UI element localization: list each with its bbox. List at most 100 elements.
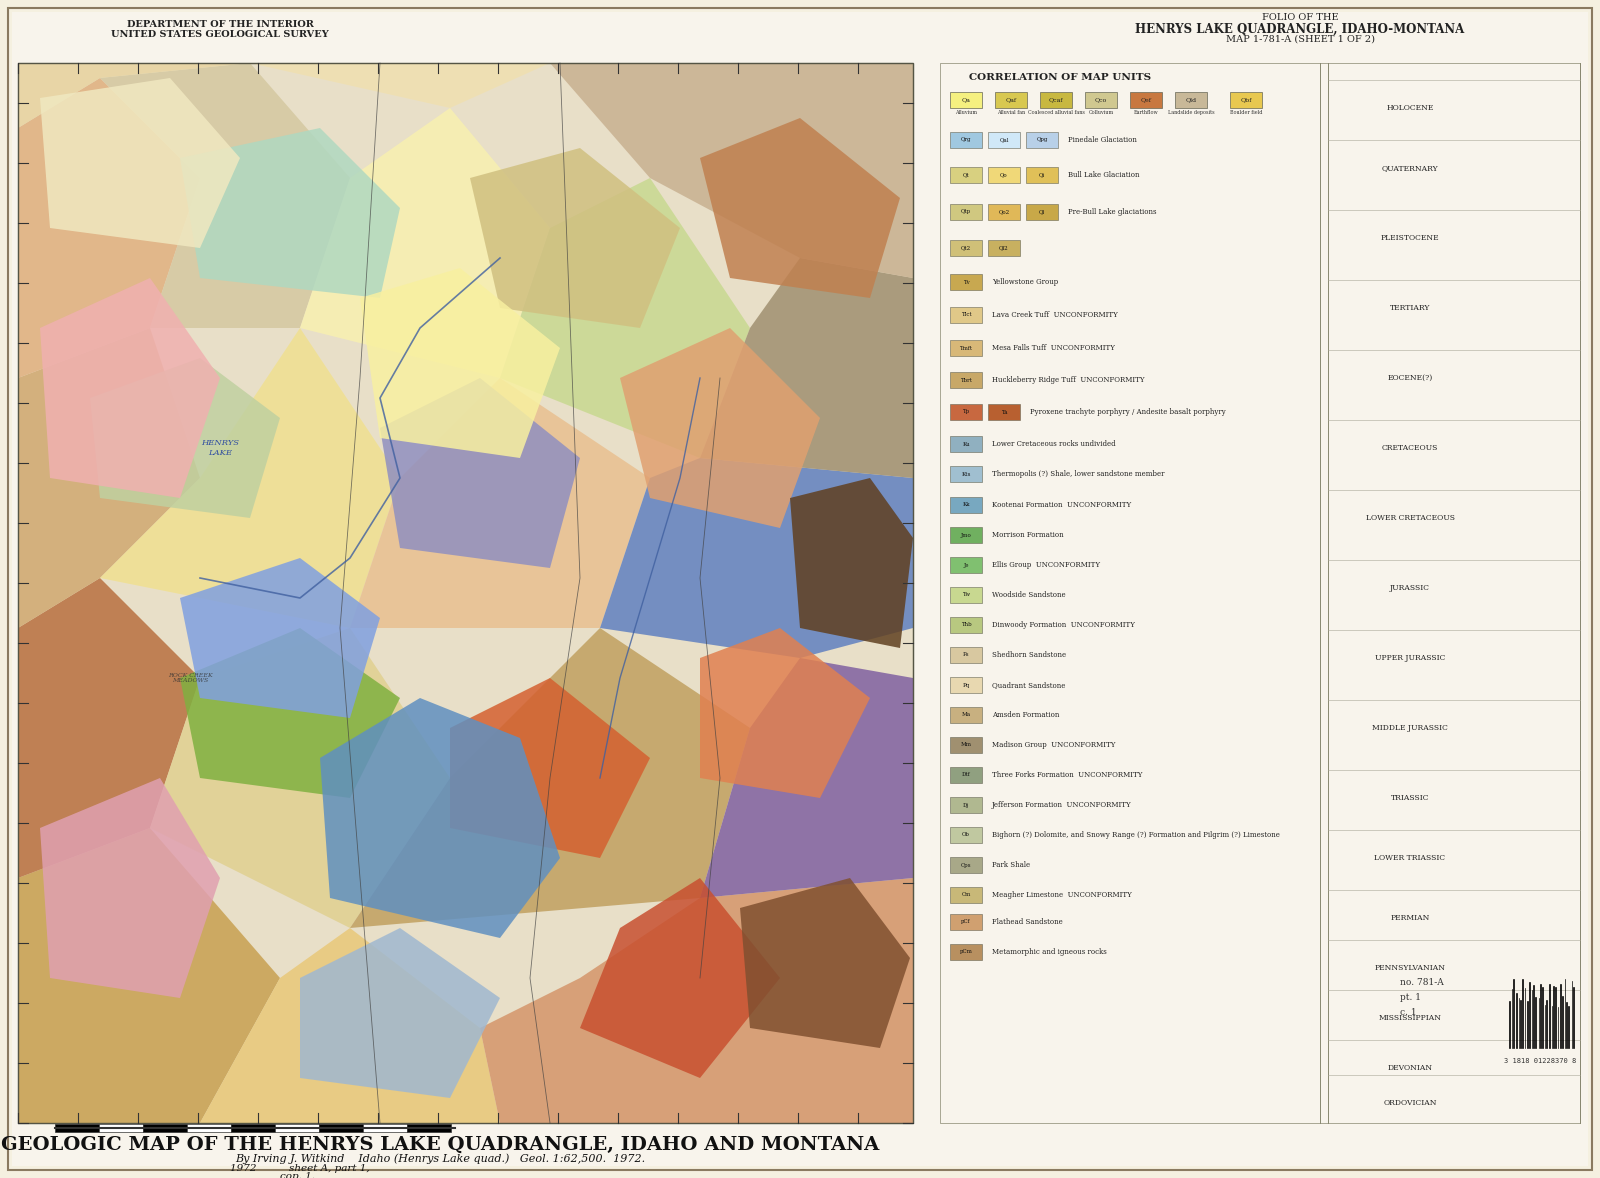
Bar — [995, 92, 1027, 108]
Text: CRETACEOUS: CRETACEOUS — [1382, 444, 1438, 452]
Bar — [275, 1124, 318, 1132]
Text: Three Forks Formation  UNCONFORMITY: Three Forks Formation UNCONFORMITY — [992, 770, 1142, 779]
Text: EOCENE(?): EOCENE(?) — [1387, 373, 1432, 382]
Polygon shape — [701, 659, 914, 898]
Polygon shape — [90, 358, 280, 518]
Text: Qld: Qld — [1186, 98, 1197, 102]
Polygon shape — [450, 679, 650, 858]
Text: Dtf: Dtf — [962, 773, 970, 777]
Polygon shape — [179, 628, 400, 798]
Polygon shape — [301, 928, 499, 1098]
Text: By Irving J. Witkind    Idaho (Henrys Lake quad.)   Geol. 1:62,500.  1972.: By Irving J. Witkind Idaho (Henrys Lake … — [235, 1153, 645, 1164]
Text: Qef: Qef — [1141, 98, 1152, 102]
Bar — [950, 307, 982, 323]
Text: Quadrant Sandstone: Quadrant Sandstone — [992, 681, 1066, 689]
Text: MIDDLE JURASSIC: MIDDLE JURASSIC — [1373, 724, 1448, 732]
Bar — [1174, 92, 1206, 108]
Bar — [989, 240, 1021, 256]
Text: Qt2: Qt2 — [962, 245, 971, 251]
Text: Colluvium: Colluvium — [1088, 110, 1114, 115]
Polygon shape — [18, 327, 200, 628]
Text: QUATERNARY: QUATERNARY — [1382, 164, 1438, 172]
Text: Tmft: Tmft — [960, 345, 973, 351]
Text: TRIASSIC: TRIASSIC — [1390, 794, 1429, 802]
Text: c. 1: c. 1 — [1400, 1008, 1416, 1017]
Text: Dj: Dj — [963, 802, 970, 807]
Text: Amsden Formation: Amsden Formation — [992, 712, 1059, 719]
Polygon shape — [470, 148, 680, 327]
Bar — [950, 737, 982, 753]
Bar — [1085, 92, 1117, 108]
Bar — [950, 132, 982, 148]
Bar — [1026, 167, 1058, 183]
Text: Alluvial fan: Alluvial fan — [997, 110, 1026, 115]
Text: Qrg: Qrg — [960, 138, 971, 143]
Bar — [950, 436, 982, 452]
Polygon shape — [600, 458, 914, 659]
Text: Jmo: Jmo — [960, 532, 971, 537]
Text: Qo2: Qo2 — [998, 210, 1010, 214]
Bar — [950, 914, 982, 929]
Text: LOWER TRIASSIC: LOWER TRIASSIC — [1374, 854, 1445, 862]
Text: Pre-Bull Lake glaciations: Pre-Bull Lake glaciations — [1069, 209, 1157, 216]
Text: Lava Creek Tuff  UNCONFORMITY: Lava Creek Tuff UNCONFORMITY — [992, 311, 1118, 319]
Polygon shape — [18, 828, 280, 1123]
Text: ROCK CREEK
MEADOWS: ROCK CREEK MEADOWS — [168, 673, 213, 683]
Text: Qtp: Qtp — [962, 210, 971, 214]
Bar — [950, 707, 982, 723]
Polygon shape — [701, 628, 870, 798]
Polygon shape — [360, 269, 560, 458]
Text: Qo: Qo — [1000, 172, 1008, 178]
Bar — [950, 240, 982, 256]
Bar — [950, 340, 982, 356]
Text: Qaf: Qaf — [1005, 98, 1016, 102]
Text: JURASSIC: JURASSIC — [1390, 584, 1430, 593]
Bar — [941, 62, 1581, 1123]
Polygon shape — [739, 878, 910, 1048]
Polygon shape — [790, 478, 914, 648]
Bar — [950, 767, 982, 783]
Bar — [950, 404, 982, 421]
Polygon shape — [179, 558, 381, 719]
Bar — [989, 132, 1021, 148]
Bar — [950, 167, 982, 183]
Text: Qcaf: Qcaf — [1048, 98, 1064, 102]
Text: Lower Cretaceous rocks undivided: Lower Cretaceous rocks undivided — [992, 441, 1115, 448]
Text: Earthflow: Earthflow — [1134, 110, 1158, 115]
Bar — [950, 274, 982, 290]
Bar — [950, 557, 982, 573]
Bar — [950, 944, 982, 960]
Bar — [950, 677, 982, 693]
Text: Tp: Tp — [963, 410, 970, 415]
Text: Mm: Mm — [960, 742, 971, 748]
Bar — [989, 404, 1021, 421]
Bar — [950, 204, 982, 220]
Text: Thb: Thb — [960, 622, 971, 628]
Bar — [18, 62, 914, 1123]
Text: Flathead Sandstone: Flathead Sandstone — [992, 918, 1062, 926]
Text: Qpg: Qpg — [1037, 138, 1048, 143]
Text: Qco: Qco — [1094, 98, 1107, 102]
Text: LOWER CRETACEOUS: LOWER CRETACEOUS — [1365, 514, 1454, 522]
Text: Je: Je — [963, 563, 968, 568]
Bar — [950, 527, 982, 543]
Text: Morrison Formation: Morrison Formation — [992, 531, 1064, 540]
Bar — [142, 1124, 187, 1132]
Text: pCm: pCm — [960, 949, 973, 954]
Text: Madison Group  UNCONFORMITY: Madison Group UNCONFORMITY — [992, 741, 1115, 749]
Text: Tv: Tv — [963, 279, 970, 285]
Bar — [54, 1124, 99, 1132]
Bar — [950, 617, 982, 633]
Text: HENRYS
LAKE: HENRYS LAKE — [202, 439, 238, 457]
Text: Landslide deposits: Landslide deposits — [1168, 110, 1214, 115]
Text: Huckleberry Ridge Tuff  UNCONFORMITY: Huckleberry Ridge Tuff UNCONFORMITY — [992, 376, 1144, 384]
Bar — [989, 167, 1021, 183]
Text: cop. 1.: cop. 1. — [280, 1172, 315, 1178]
Polygon shape — [179, 128, 400, 298]
Bar — [406, 1124, 451, 1132]
Polygon shape — [381, 378, 579, 568]
Text: Metamorphic and igneous rocks: Metamorphic and igneous rocks — [992, 948, 1107, 957]
Bar — [363, 1124, 406, 1132]
Text: Alluvium: Alluvium — [955, 110, 978, 115]
Polygon shape — [99, 62, 350, 327]
